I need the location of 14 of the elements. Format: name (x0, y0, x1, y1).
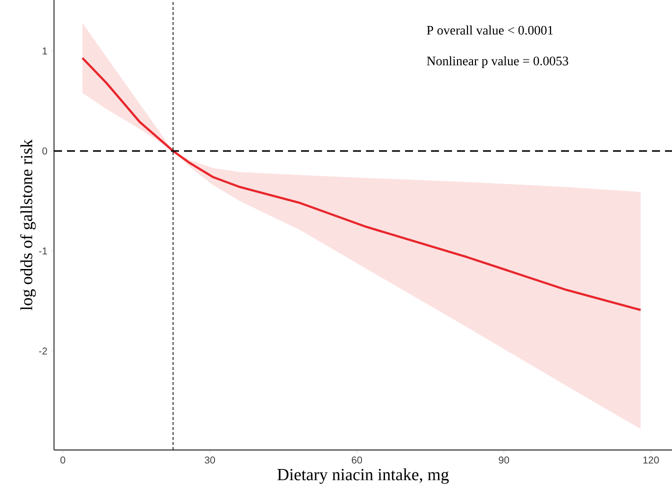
x-tick-label: 90 (498, 456, 510, 464)
y-tick-label: 0 (42, 147, 48, 155)
line-series (81, 56, 642, 312)
y-axis-title: log odds of gallstone risk (20, 139, 36, 310)
y-tick-label: 1 (42, 48, 48, 54)
y-tick-label: -2 (39, 348, 47, 354)
x-tick-label: 0 (60, 456, 66, 464)
x-tick-label: 120 (643, 456, 659, 464)
x-axis-title: Dietary niacin intake, mg (277, 468, 449, 484)
x-tick-label: 30 (204, 456, 216, 464)
x-tick-label: 60 (352, 456, 362, 464)
annotation: Nonlinear p value = 0.0053 (426, 56, 568, 68)
y-tick-label: -1 (39, 248, 48, 254)
annotation: P overall value < 0.0001 (426, 26, 553, 35)
